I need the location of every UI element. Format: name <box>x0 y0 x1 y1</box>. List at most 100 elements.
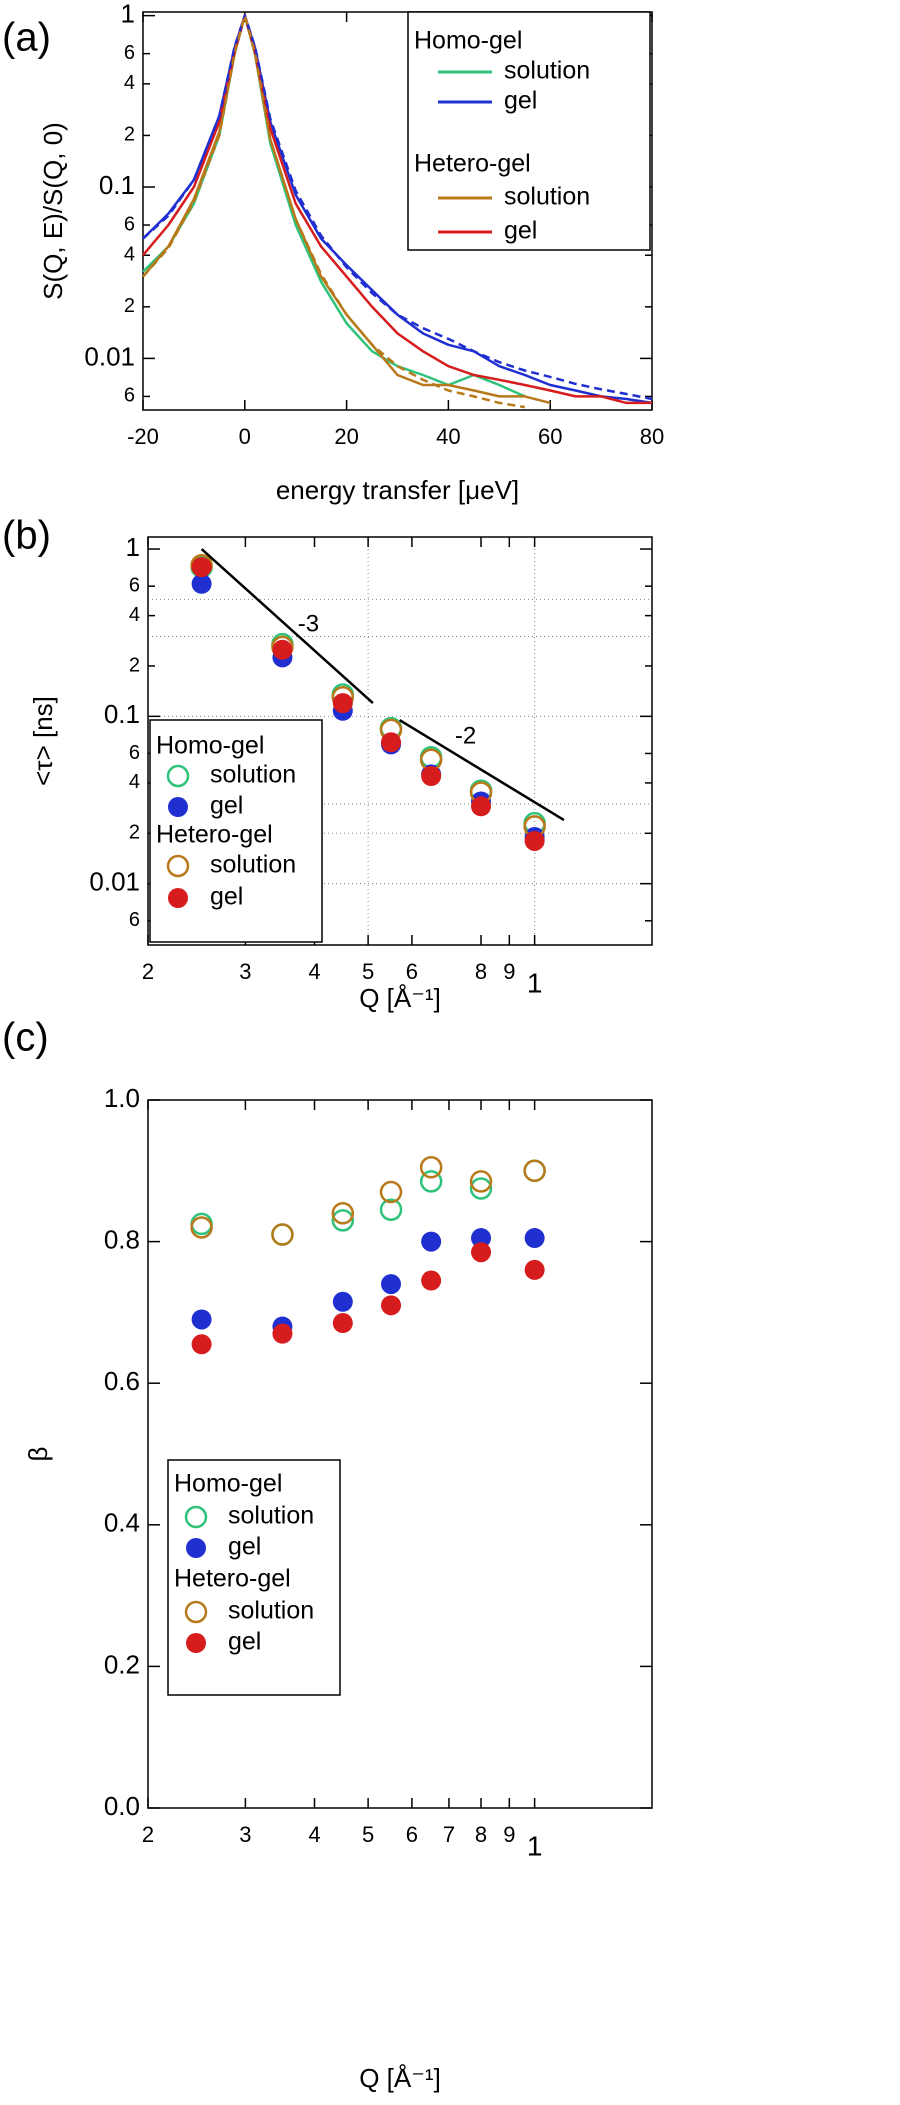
data-point <box>191 557 212 578</box>
y-tick-label: 2 <box>129 654 140 676</box>
legend-swatch <box>186 1633 206 1653</box>
data-point <box>524 1259 545 1280</box>
y-axis-label: S(Q, E)/S(Q, 0) <box>38 122 68 300</box>
y-axis-label: <τ> [ns] <box>28 696 58 786</box>
data-point <box>524 830 545 851</box>
data-point <box>381 1274 402 1295</box>
legend-group: Hetero-gel <box>174 1565 291 1593</box>
plot-frame <box>147 1099 653 1809</box>
y-axis-label: β <box>23 1447 53 1462</box>
x-tick-label: 3 <box>239 959 251 984</box>
data-point <box>469 1177 493 1200</box>
data-point <box>331 1209 355 1232</box>
x-tick-label: 6 <box>406 959 418 984</box>
x-axis-label: Q [Å⁻¹] <box>359 983 441 1013</box>
legend-label: gel <box>504 87 537 115</box>
legend-label: solution <box>210 761 296 789</box>
data-point <box>191 1309 212 1330</box>
y-tick-label: 1 <box>126 532 140 562</box>
x-tick-label: 9 <box>503 959 515 984</box>
x-axis-label: energy transfer [μeV] <box>276 475 519 505</box>
slope-label: -2 <box>455 723 476 750</box>
x-tick-label: 80 <box>640 424 664 449</box>
y-tick-label: 6 <box>129 574 140 596</box>
data-point <box>421 766 442 787</box>
legend-label: gel <box>210 792 243 820</box>
data-point <box>190 1216 213 1239</box>
x-tick-label: 4 <box>308 1822 320 1847</box>
legend-group: Homo-gel <box>174 1470 282 1498</box>
x-tick-label: 3 <box>239 1822 251 1847</box>
data-point <box>471 796 492 817</box>
x-tick-label: 2 <box>142 959 154 984</box>
legend-group: Hetero-gel <box>414 150 531 178</box>
legend-swatch <box>184 1600 208 1624</box>
legend-swatch <box>186 1538 206 1558</box>
x-tick-label: 4 <box>308 959 320 984</box>
legend-box <box>167 1459 341 1696</box>
y-tick-label: 0.01 <box>89 867 140 897</box>
data-point <box>471 1242 492 1263</box>
y-tick-label: 4 <box>129 771 140 793</box>
data-point <box>421 1231 442 1252</box>
legend-swatch <box>168 797 188 817</box>
plot-frame <box>147 536 653 946</box>
x-tick-label: 8 <box>475 1822 487 1847</box>
x-tick-label: 1 <box>527 1830 543 1861</box>
data-point <box>191 573 212 594</box>
panel-label: (b) <box>2 514 51 558</box>
legend-label: gel <box>228 1628 261 1656</box>
y-tick-label: 0.1 <box>104 699 140 729</box>
x-tick-label: 9 <box>503 1822 515 1847</box>
y-tick-label: 0.8 <box>104 1224 140 1254</box>
legend-label: solution <box>228 1502 314 1530</box>
x-tick-label: 6 <box>406 1822 418 1847</box>
y-tick-label: 6 <box>124 385 135 407</box>
y-tick-label: 2 <box>124 295 135 317</box>
y-tick-label: 2 <box>129 822 140 844</box>
legend-label: gel <box>504 217 537 245</box>
slope-label: -3 <box>298 611 319 638</box>
legend-label: solution <box>504 183 590 211</box>
legend-swatch <box>184 1505 208 1529</box>
x-tick-label: 5 <box>362 959 374 984</box>
x-tick-label: 60 <box>538 424 562 449</box>
legend-swatch <box>166 764 190 788</box>
x-tick-label: 7 <box>443 1822 455 1847</box>
legend-label: solution <box>504 57 590 85</box>
y-tick-label: 6 <box>129 909 140 931</box>
legend-group: Homo-gel <box>156 732 264 760</box>
legend-box <box>407 11 651 251</box>
x-tick-label: 8 <box>475 959 487 984</box>
y-tick-label: 6 <box>124 42 135 64</box>
legend-swatch <box>168 888 188 908</box>
panel-label: (a) <box>2 16 51 60</box>
y-tick-label: 2 <box>124 124 135 146</box>
slope-guide <box>398 719 565 822</box>
data-point <box>272 639 293 660</box>
data-point <box>332 693 353 714</box>
legend-swatch <box>166 854 190 878</box>
data-point <box>419 1170 443 1193</box>
y-tick-label: 1.0 <box>104 1083 140 1113</box>
y-tick-label: 4 <box>129 604 140 626</box>
slope-guide <box>200 548 374 705</box>
panel-label: (c) <box>2 1016 49 1060</box>
y-tick-label: 0.2 <box>104 1649 140 1679</box>
y-tick-label: 6 <box>124 213 135 235</box>
legend-label: solution <box>228 1597 314 1625</box>
y-tick-label: 0.01 <box>84 341 135 371</box>
x-tick-label: 0 <box>239 424 251 449</box>
y-tick-label: 0.6 <box>104 1366 140 1396</box>
data-point <box>523 1159 546 1183</box>
x-tick-label: 20 <box>334 424 358 449</box>
fit-line <box>142 14 653 401</box>
y-tick-label: 0.4 <box>104 1508 140 1538</box>
x-tick-label: 2 <box>142 1822 154 1847</box>
data-point <box>381 732 402 753</box>
legend-label: gel <box>210 883 243 911</box>
data-point <box>332 1291 353 1312</box>
data-point <box>379 1198 403 1221</box>
x-tick-label: 40 <box>436 424 460 449</box>
y-tick-label: 4 <box>124 72 135 94</box>
